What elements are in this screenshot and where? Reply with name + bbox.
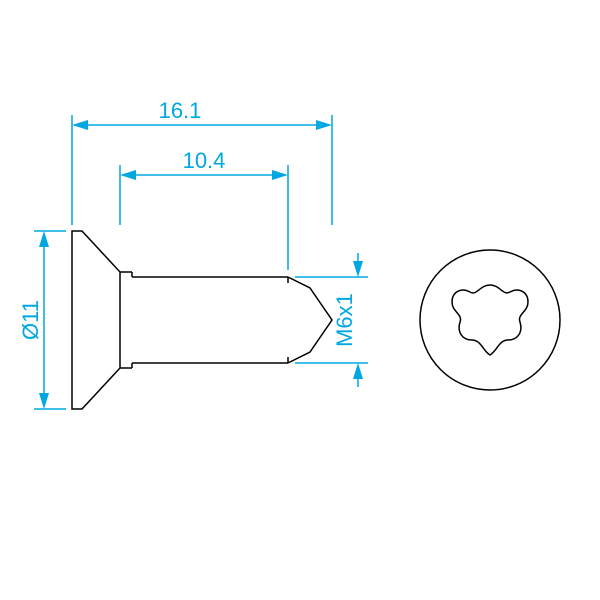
dimension-length-shaft: 10.4 xyxy=(120,148,288,270)
dim-length-total-text: 16.1 xyxy=(159,98,202,123)
screw-top-view xyxy=(420,250,560,390)
dim-length-shaft-text: 10.4 xyxy=(183,148,226,173)
screw-side-view xyxy=(72,231,332,409)
dimension-head-diameter: Ø11 xyxy=(18,231,66,409)
technical-drawing: 16.1 10.4 Ø11 M6x1 xyxy=(0,0,600,600)
dim-thread-text: M6x1 xyxy=(332,293,357,347)
dim-head-diameter-text: Ø11 xyxy=(18,300,43,340)
